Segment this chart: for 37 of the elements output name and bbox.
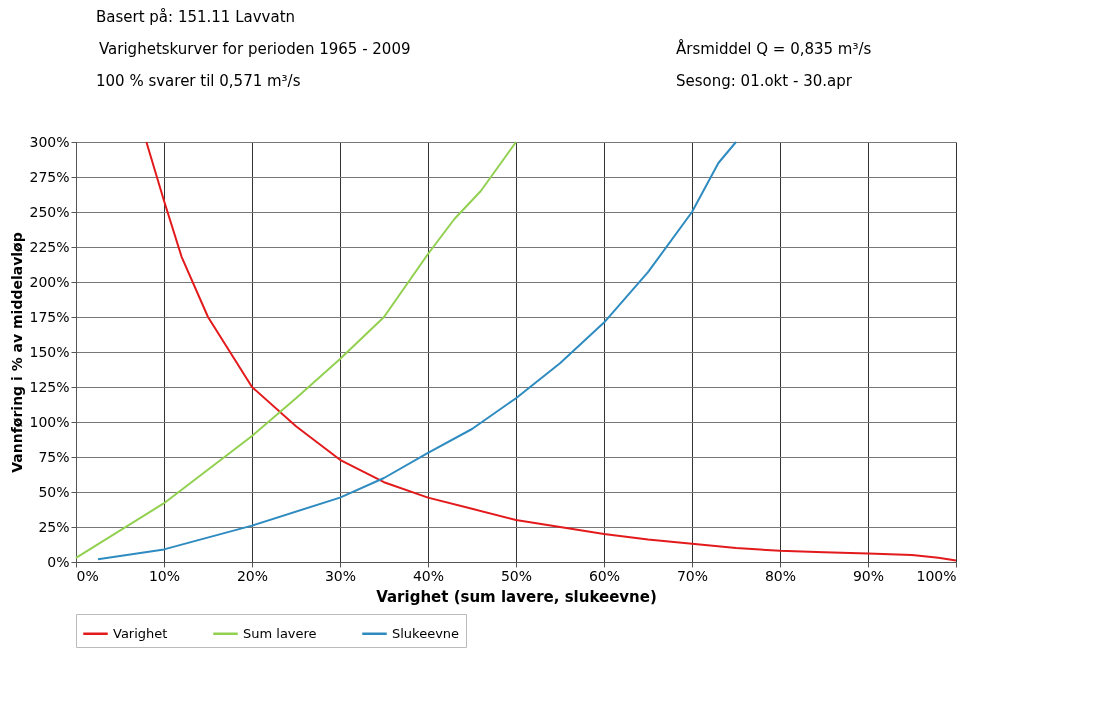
x-tick-label: 30% [324,567,357,584]
line-series [75,141,517,559]
y-tick-label: 275% [29,168,70,185]
y-tick-label: 125% [29,378,70,395]
x-tick-label: 90% [852,567,885,584]
x-tick-label: 0% [76,567,99,584]
y-tick-label: 200% [29,273,70,290]
text: Varighetskurver for perioden 1965 - 2009 [99,40,411,58]
y-tick-label: 225% [29,238,70,255]
y-tick-label: 175% [29,308,70,325]
legend-label: Sum lavere [243,625,317,641]
line-series [97,141,737,561]
y-tick-label: 250% [29,203,70,220]
x-tick-label: 80% [764,567,797,584]
line-series [145,141,957,562]
x-tick-label: 100% [916,567,957,584]
y-tick-label: 300% [29,133,70,150]
x-tick-label: 70% [676,567,709,584]
y-tick-label: 50% [38,483,70,500]
x-tick-label: 40% [412,567,445,584]
x-tick-label: 50% [500,567,533,584]
legend-label: Slukeevne [392,625,460,641]
y-tick-label: 100% [29,413,70,430]
x-tick-label: 10% [148,567,181,584]
y-tick-label: 0% [47,553,70,570]
legend-label: Varighet [113,625,168,641]
x-tick-label: 20% [236,567,269,584]
y-tick-label: 75% [38,448,70,465]
x-tick-label: 60% [588,567,621,584]
text: 100 % svarer til 0,571 m³/s [96,72,301,90]
y-axis-title: Vannføring i % av middelavløp [9,232,26,473]
text: Årsmiddel Q = 0,835 m³/s [676,39,872,58]
x-axis-title: Varighet (sum lavere, slukeevne) [376,587,657,606]
y-tick-label: 25% [38,518,70,535]
text: Sesong: 01.okt - 30.apr [676,72,853,90]
y-tick-label: 150% [29,343,70,360]
text: Basert på: 151.11 Lavvatn [96,8,296,26]
